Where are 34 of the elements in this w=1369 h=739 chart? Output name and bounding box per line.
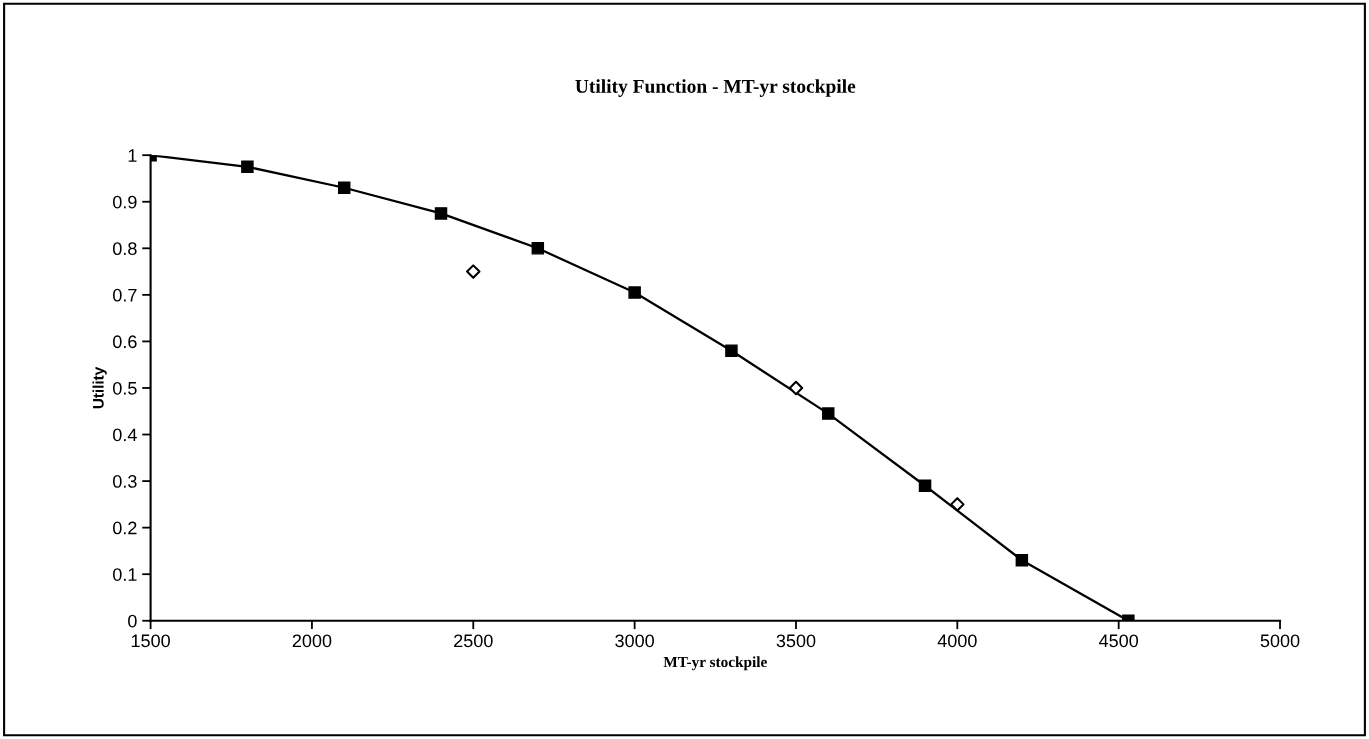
y-tick-label: 0.5 — [113, 381, 137, 395]
y-tick-label: 0.7 — [113, 288, 137, 302]
x-tick-label: 2000 — [292, 634, 332, 648]
point — [950, 497, 965, 512]
chart-title: Utility Function - MT-yr stockpile — [575, 79, 856, 97]
x-tick-label: 5000 — [1260, 634, 1300, 648]
y-axis-title: Utility — [92, 366, 107, 409]
point — [466, 264, 481, 279]
y-tick-label: 0.9 — [113, 195, 137, 209]
point — [918, 479, 932, 492]
point — [531, 242, 545, 255]
x-tick-label: 3500 — [776, 634, 816, 648]
point — [434, 207, 448, 220]
point — [337, 181, 351, 195]
y-tick-label: 0.4 — [113, 428, 137, 442]
y-tick-label: 0.6 — [113, 335, 137, 349]
y-tick-label: 0.1 — [113, 568, 137, 581]
x-tick-label: 4500 — [1099, 634, 1139, 648]
x-tick-label: 4000 — [937, 634, 977, 648]
point — [725, 344, 738, 357]
y-tick-label: 0 — [128, 614, 137, 628]
x-tick-label: 2500 — [454, 634, 493, 648]
x-axis-title: MT-yr stockpile — [663, 656, 767, 671]
point — [241, 160, 254, 174]
x-tick-label: 3000 — [615, 634, 655, 648]
point — [628, 286, 641, 299]
point — [1015, 553, 1029, 567]
y-tick-label: 0.8 — [113, 242, 137, 256]
point — [788, 380, 804, 396]
x-tick-label: 1500 — [131, 634, 170, 648]
y-tick-label: 1 — [128, 149, 137, 162]
point — [821, 407, 835, 420]
y-tick-label: 0.2 — [113, 521, 137, 535]
y-tick-label: 0.3 — [113, 475, 137, 488]
